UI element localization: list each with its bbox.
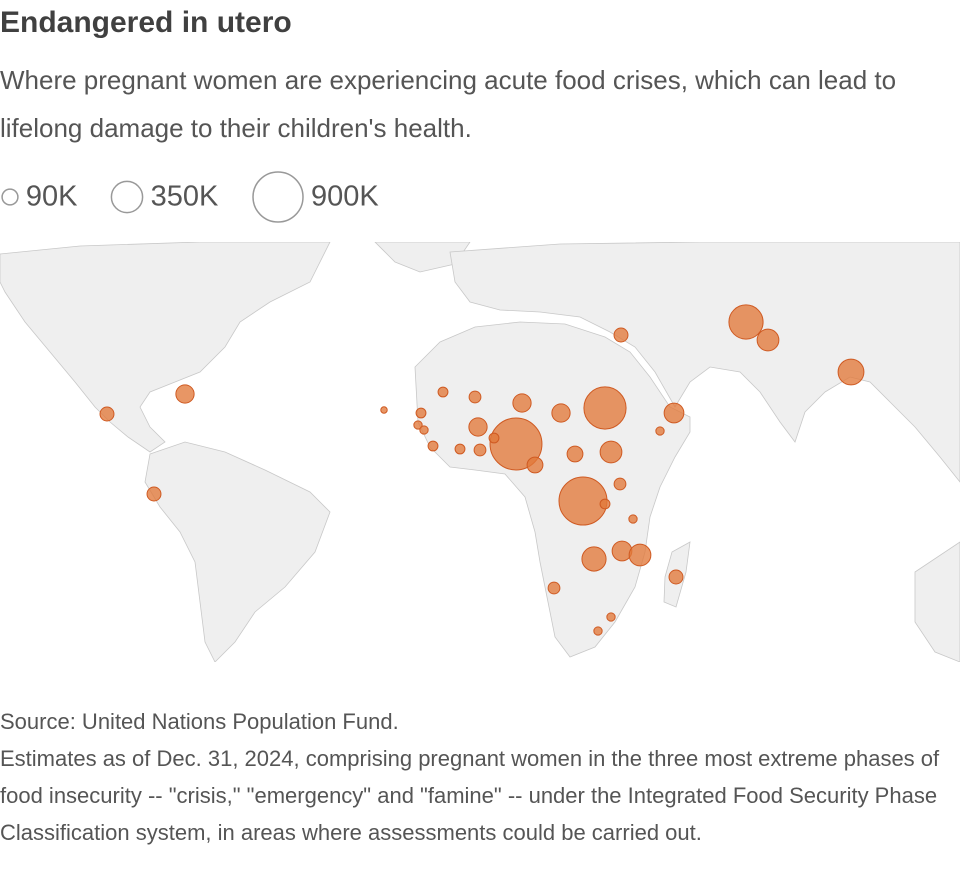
bubble bbox=[628, 543, 652, 567]
note: Estimates as of Dec. 31, 2024, comprisin… bbox=[0, 746, 940, 845]
size-legend: 90K 350K 900K bbox=[1, 171, 379, 223]
legend-label: 350K bbox=[151, 181, 219, 213]
bubble bbox=[613, 327, 629, 343]
bubble bbox=[380, 406, 388, 414]
bubble bbox=[599, 440, 623, 464]
legend-label: 90K bbox=[26, 181, 78, 213]
legend-circle bbox=[1, 188, 19, 206]
title: Endangered in utero bbox=[0, 6, 292, 39]
africa bbox=[414, 321, 691, 658]
bubble bbox=[581, 546, 607, 572]
bubble bbox=[837, 358, 865, 386]
legend-label: 900K bbox=[311, 181, 379, 213]
bubble bbox=[606, 612, 616, 622]
bubble bbox=[526, 456, 544, 474]
bubble bbox=[415, 407, 427, 419]
bubble bbox=[613, 477, 627, 491]
bubble bbox=[566, 445, 584, 463]
map bbox=[0, 242, 960, 662]
bubble bbox=[728, 304, 764, 340]
australia bbox=[914, 541, 960, 662]
bubble bbox=[668, 569, 684, 585]
bubble bbox=[599, 498, 611, 510]
eurasia bbox=[449, 242, 960, 483]
bubble bbox=[413, 420, 423, 430]
bubble bbox=[473, 443, 487, 457]
bubbles bbox=[99, 304, 865, 636]
bubble bbox=[468, 390, 482, 404]
bubble bbox=[593, 626, 603, 636]
bubble bbox=[663, 402, 685, 424]
bubble bbox=[558, 476, 608, 526]
bubble bbox=[756, 328, 780, 352]
bubble bbox=[146, 486, 162, 502]
bubble bbox=[512, 393, 532, 413]
bubble bbox=[437, 386, 449, 398]
bubble bbox=[175, 384, 195, 404]
bubble bbox=[628, 514, 638, 524]
bubble bbox=[583, 386, 627, 430]
bubble bbox=[551, 403, 571, 423]
bubble bbox=[655, 426, 665, 436]
bubble bbox=[547, 581, 561, 595]
notes: Source: United Nations Population Fund. … bbox=[0, 703, 950, 851]
bubble bbox=[488, 432, 500, 444]
subtitle: Where pregnant women are experiencing ac… bbox=[0, 65, 897, 143]
legend-circle bbox=[110, 180, 144, 214]
bubble bbox=[468, 417, 488, 437]
source: Source: United Nations Population Fund. bbox=[0, 709, 399, 734]
bubble bbox=[427, 440, 439, 452]
bubble bbox=[454, 443, 466, 455]
north-america bbox=[0, 242, 331, 453]
bubble bbox=[419, 425, 429, 435]
bubble bbox=[611, 540, 633, 562]
legend-circle bbox=[252, 171, 304, 223]
greenland bbox=[374, 242, 471, 273]
bubble bbox=[489, 417, 543, 471]
south-america bbox=[144, 441, 331, 662]
bubble bbox=[99, 406, 115, 422]
